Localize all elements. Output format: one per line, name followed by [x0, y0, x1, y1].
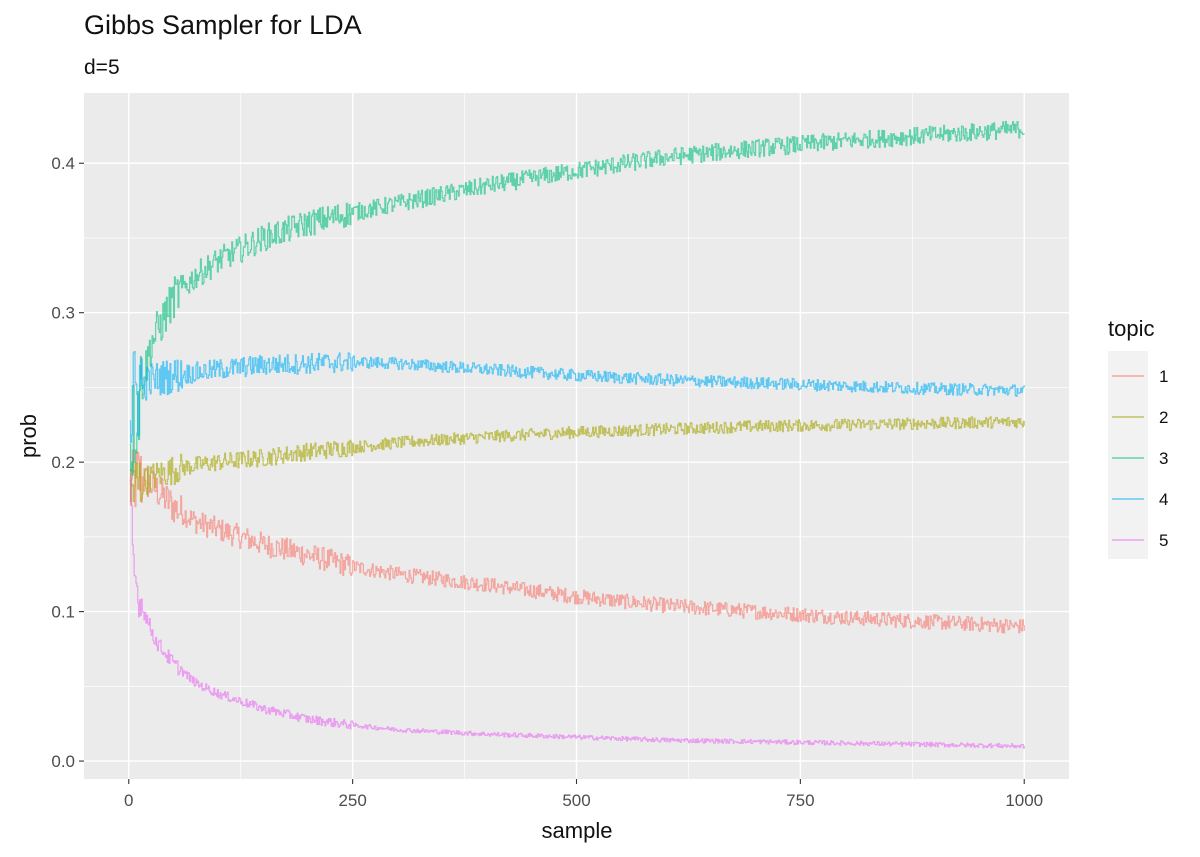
x-tick-label: 500 [562, 791, 590, 810]
x-tick-label: 1000 [1005, 791, 1043, 810]
y-tick-label: 0.1 [51, 603, 75, 622]
series-line-topic-4 [129, 350, 1025, 444]
legend-label-topic-5: 5 [1159, 531, 1168, 550]
y-axis: 0.0 0.1 0.2 0.3 0.4 [51, 154, 84, 771]
legend-label-topic-4: 4 [1159, 490, 1168, 509]
x-tick-label: 250 [338, 791, 366, 810]
legend: topic 1 2 3 4 5 [1108, 316, 1168, 559]
legend-title: topic [1108, 316, 1154, 341]
y-tick-label: 0.4 [51, 154, 75, 173]
series-lines [129, 120, 1025, 749]
y-axis-title: prob [16, 414, 41, 458]
chart-title: Gibbs Sampler for LDA [84, 10, 362, 40]
legend-key-background [1108, 351, 1148, 559]
x-axis-title: sample [542, 818, 613, 843]
series-line-topic-3 [129, 120, 1025, 476]
y-tick-label: 0.2 [51, 453, 75, 472]
legend-label-topic-2: 2 [1159, 408, 1168, 427]
series-line-topic-2 [129, 416, 1025, 503]
series-line-topic-5 [129, 472, 1025, 749]
legend-label-topic-1: 1 [1159, 367, 1168, 386]
chart-subtitle: d=5 [84, 56, 120, 79]
series-line-topic-1 [129, 449, 1025, 634]
legend-label-topic-3: 3 [1159, 449, 1168, 468]
y-tick-label: 0.3 [51, 304, 75, 323]
x-tick-label: 750 [786, 791, 814, 810]
x-axis: 0 250 500 750 1000 [124, 779, 1043, 810]
x-tick-label: 0 [124, 791, 133, 810]
y-tick-label: 0.0 [51, 752, 75, 771]
